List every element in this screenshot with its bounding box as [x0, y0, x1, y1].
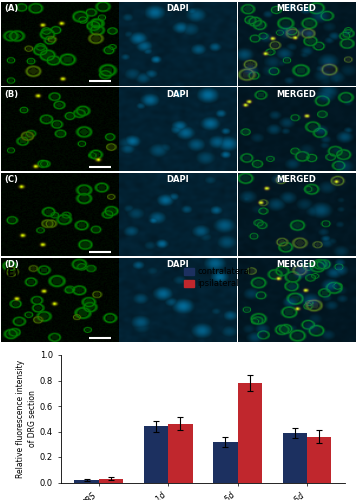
Text: DAPI: DAPI [167, 260, 189, 270]
Text: (A): (A) [4, 4, 18, 14]
Y-axis label: Relative fluorescence intensity
of DRG section: Relative fluorescence intensity of DRG s… [16, 360, 37, 478]
Bar [144, 426, 168, 482]
Text: (D): (D) [4, 260, 19, 270]
Text: (B): (B) [4, 90, 18, 98]
Text: DAPI: DAPI [167, 4, 189, 14]
Bar [213, 442, 238, 482]
Text: DAPI: DAPI [167, 175, 189, 184]
Text: (E): (E) [4, 268, 19, 278]
Text: (C): (C) [4, 175, 18, 184]
Bar [74, 480, 99, 482]
Text: MERGED: MERGED [277, 175, 316, 184]
Text: MERGED: MERGED [277, 4, 316, 14]
Bar [168, 424, 193, 482]
Text: MERGED: MERGED [277, 90, 316, 98]
Text: DAPI: DAPI [167, 90, 189, 98]
Bar [307, 436, 331, 482]
Text: MERGED: MERGED [277, 260, 316, 270]
Legend: contralateral, ipsilateral: contralateral, ipsilateral [184, 268, 252, 288]
Bar [283, 433, 307, 482]
Bar [99, 478, 123, 482]
Bar [238, 383, 262, 482]
